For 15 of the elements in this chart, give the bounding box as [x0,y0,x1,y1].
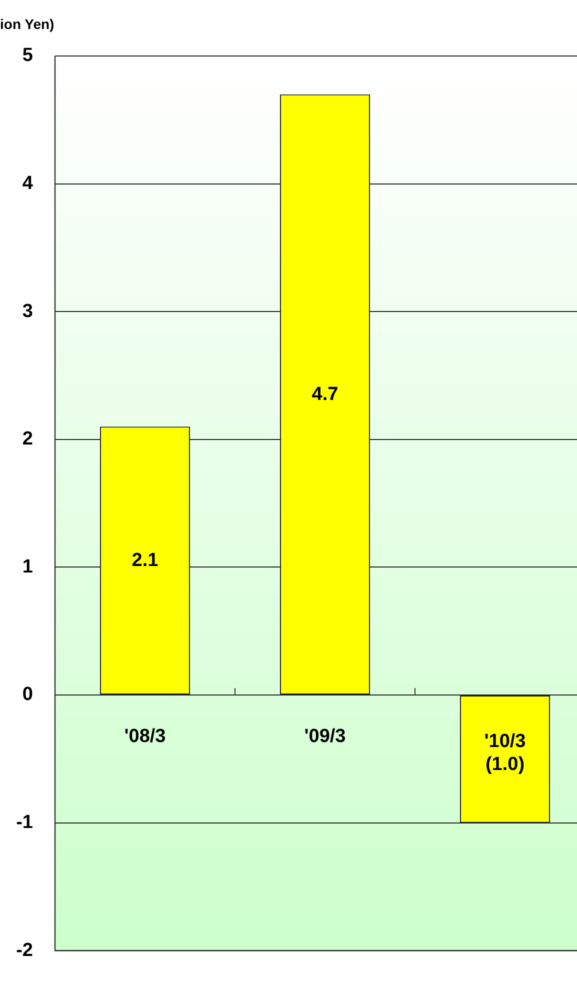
y-axis-title: ion Yen) [0,16,54,32]
y-tick-label: 2 [22,428,33,450]
y-tick-label: 0 [22,684,33,706]
y-tick-label: -2 [16,940,33,961]
data-label: 4.7 [312,384,338,405]
y-tick-label: 4 [22,173,34,194]
data-label: (1.0) [485,754,525,776]
y-tick-label: 5 [22,45,34,66]
y-tick-label: -1 [16,812,34,834]
x-tick-label: '08/3 [124,726,166,748]
x-tick-label: '09/3 [304,726,346,748]
x-tick-label: '10/3 [484,731,526,752]
y-tick-label: 1 [22,556,34,578]
data-label: 2.1 [132,550,159,572]
y-tick-label: 3 [22,300,33,322]
